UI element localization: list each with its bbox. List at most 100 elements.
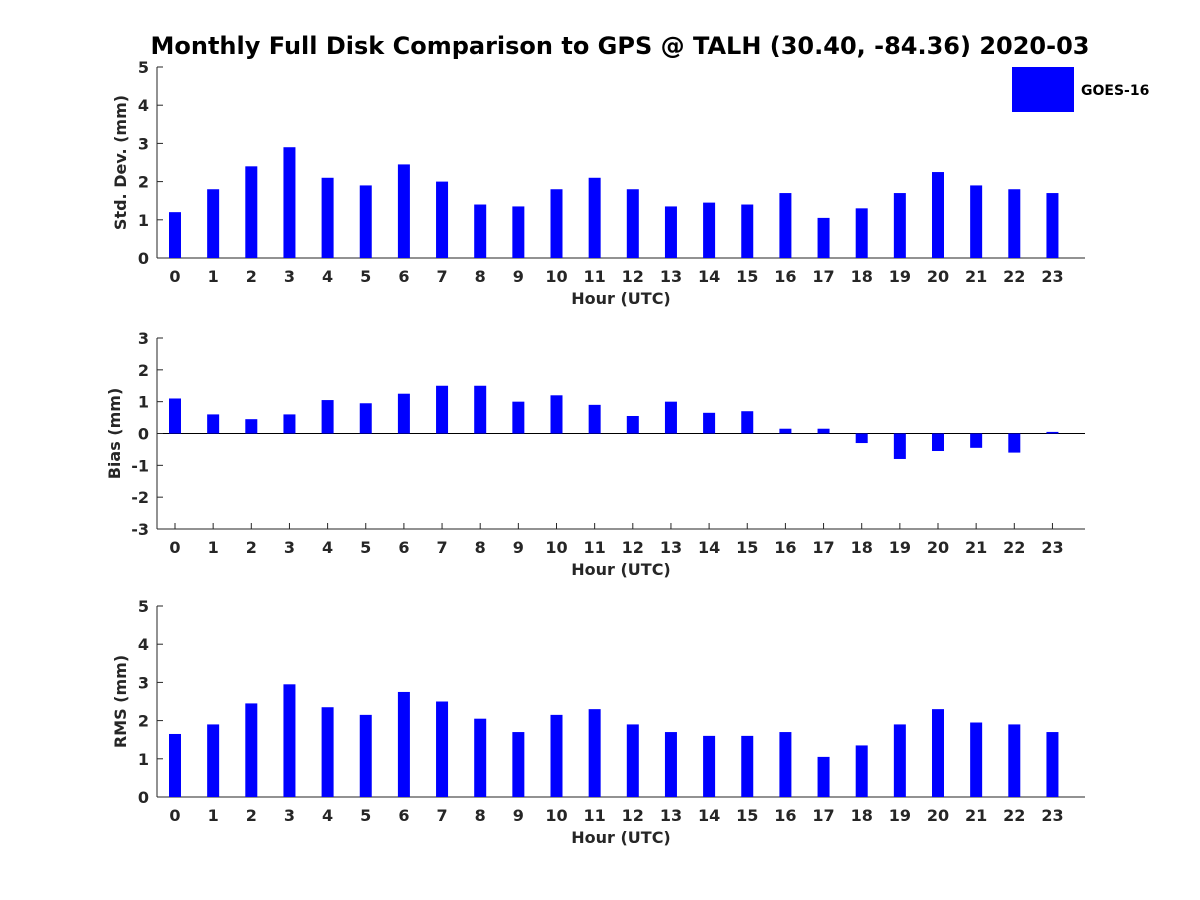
y-tick-label: 0	[138, 249, 149, 268]
x-tick-label: 9	[513, 806, 524, 825]
bar	[512, 206, 525, 258]
y-tick-label: 1	[138, 750, 149, 769]
x-axis-label: Hour (UTC)	[571, 560, 671, 579]
x-tick-label: 4	[322, 267, 333, 286]
bar	[703, 412, 716, 434]
bar	[359, 403, 372, 434]
bar	[207, 724, 220, 797]
bar	[245, 166, 258, 258]
y-tick-label: 4	[138, 96, 149, 115]
x-tick-label: 13	[660, 267, 682, 286]
bar	[512, 401, 525, 434]
x-tick-label: 9	[513, 267, 524, 286]
bar	[703, 202, 716, 258]
x-tick-label: 5	[360, 538, 371, 557]
x-tick-label: 5	[360, 806, 371, 825]
bar	[588, 177, 601, 258]
x-tick-label: 3	[284, 267, 295, 286]
x-tick-label: 7	[436, 538, 447, 557]
y-tick-label: -3	[131, 520, 149, 539]
bar	[359, 714, 372, 797]
x-tick-label: 21	[965, 538, 987, 557]
bar	[1008, 724, 1021, 797]
bar	[550, 189, 563, 258]
x-tick-label: 23	[1041, 267, 1063, 286]
bar	[169, 733, 181, 797]
x-tick-label: 7	[436, 267, 447, 286]
bar	[779, 193, 792, 258]
x-tick-label: 4	[322, 538, 333, 557]
bar	[245, 419, 258, 434]
x-tick-label: 6	[398, 806, 409, 825]
bar	[1008, 433, 1021, 453]
bar	[741, 735, 754, 797]
x-tick-label: 11	[584, 806, 606, 825]
x-tick-label: 13	[660, 538, 682, 557]
bar	[283, 684, 296, 797]
x-tick-label: 20	[927, 806, 949, 825]
legend-swatch	[1012, 67, 1074, 112]
x-tick-label: 14	[698, 538, 720, 557]
x-tick-label: 22	[1003, 806, 1025, 825]
x-tick-label: 0	[169, 806, 180, 825]
bar	[703, 735, 716, 797]
x-tick-label: 17	[812, 806, 834, 825]
x-tick-label: 21	[965, 267, 987, 286]
x-tick-label: 2	[246, 538, 257, 557]
x-axis-label: Hour (UTC)	[571, 289, 671, 308]
x-tick-label: 16	[774, 267, 796, 286]
bar	[245, 703, 258, 797]
x-tick-label: 22	[1003, 538, 1025, 557]
bar	[588, 709, 601, 797]
bar	[893, 724, 906, 797]
bar	[436, 701, 449, 797]
y-axis-label: Std. Dev. (mm)	[111, 95, 130, 230]
x-tick-label: 8	[475, 267, 486, 286]
bar	[893, 193, 906, 258]
legend: GOES-16	[1012, 67, 1149, 112]
x-tick-label: 23	[1041, 806, 1063, 825]
x-tick-label: 6	[398, 538, 409, 557]
y-tick-label: 1	[138, 211, 149, 230]
bar	[626, 724, 639, 797]
x-tick-label: 0	[169, 538, 180, 557]
legend-label: GOES-16	[1081, 83, 1149, 99]
bar	[474, 385, 487, 434]
x-tick-label: 19	[889, 538, 911, 557]
bar	[817, 428, 830, 434]
bar	[664, 732, 677, 797]
x-tick-label: 15	[736, 267, 758, 286]
bar	[436, 181, 449, 258]
bar	[169, 212, 181, 258]
bar	[321, 177, 334, 258]
x-tick-label: 23	[1041, 538, 1063, 557]
y-tick-label: -2	[131, 488, 149, 507]
bar	[932, 433, 944, 452]
bar	[321, 707, 334, 797]
y-tick-label: 2	[138, 361, 149, 380]
bar	[169, 398, 181, 434]
x-tick-label: 10	[545, 806, 567, 825]
x-tick-label: 16	[774, 806, 796, 825]
bar	[1008, 189, 1021, 258]
bar	[359, 185, 372, 258]
x-tick-label: 14	[698, 267, 720, 286]
bar	[970, 722, 983, 797]
y-tick-label: -1	[131, 456, 149, 475]
bar	[779, 428, 792, 434]
bar	[207, 189, 220, 258]
x-tick-label: 12	[622, 538, 644, 557]
bar	[741, 204, 754, 258]
bar	[970, 185, 983, 258]
bar	[283, 414, 296, 434]
x-tick-label: 3	[284, 806, 295, 825]
bar	[970, 433, 983, 448]
x-tick-label: 21	[965, 806, 987, 825]
x-tick-label: 1	[208, 806, 219, 825]
x-tick-label: 15	[736, 806, 758, 825]
x-axis-label: Hour (UTC)	[571, 828, 671, 847]
y-axis-label: Bias (mm)	[105, 388, 124, 480]
